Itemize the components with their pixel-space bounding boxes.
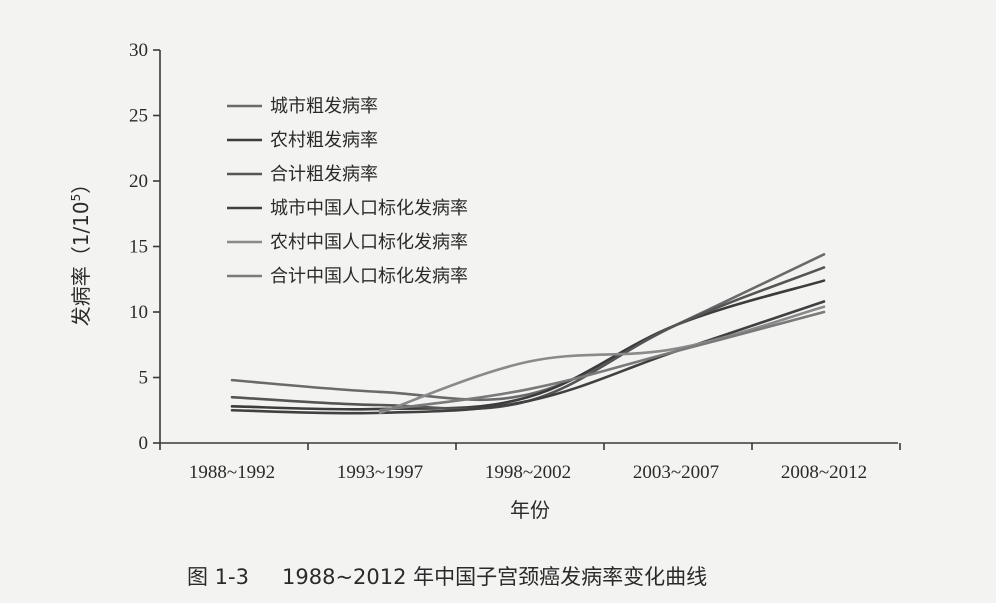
x-tick-label: 2003~2007	[633, 462, 719, 483]
y-axis-unit-end: ）	[69, 174, 93, 194]
figure-caption-text: 1988~2012 年中国子宫颈癌发病率变化曲线	[282, 565, 707, 589]
y-ticks: 0 5 10 15 20 25 30	[129, 40, 160, 454]
series-line-5	[378, 305, 826, 415]
legend-label: 城市粗发病率	[270, 96, 378, 117]
x-axis-title: 年份	[510, 498, 550, 522]
series-lines	[230, 253, 826, 415]
legend-label: 合计粗发病率	[270, 164, 378, 185]
y-tick-label: 30	[129, 40, 148, 61]
y-tick-label: 15	[129, 237, 148, 258]
x-tick-label: 1993~1997	[337, 462, 423, 483]
x-ticks: 1988~1992 1993~1997 1998~2002 2003~2007 2008…	[159, 443, 901, 483]
legend: 城市粗发病率农村粗发病率合计粗发病率城市中国人口标化发病率农村中国人口标化发病率…	[227, 96, 468, 287]
y-tick-label: 20	[129, 171, 148, 192]
y-tick-label: 5	[139, 368, 149, 389]
series-line-1	[230, 253, 826, 402]
y-tick-label: 25	[129, 106, 148, 127]
legend-label: 城市中国人口标化发病率	[270, 198, 468, 219]
x-tick-label: 1998~2002	[485, 462, 571, 483]
legend-label: 农村中国人口标化发病率	[270, 232, 468, 253]
x-tick-label: 2008~2012	[781, 462, 867, 483]
y-tick-label: 10	[129, 302, 148, 323]
y-axis-unit: （1/10	[69, 201, 93, 266]
figure-caption: 图 1-3 1988~2012 年中国子宫颈癌发病率变化曲线	[187, 565, 707, 589]
y-axis-title-text: 发病率	[69, 266, 93, 326]
series-line-4	[230, 300, 826, 415]
y-axis-title: 发病率（1/105）	[69, 174, 93, 327]
legend-label: 农村粗发病率	[270, 130, 378, 151]
x-tick-label: 1988~1992	[189, 462, 275, 483]
figure-number: 图 1-3	[187, 565, 249, 589]
series-line-6	[378, 310, 826, 412]
legend-label: 合计中国人口标化发病率	[270, 266, 468, 287]
y-tick-label: 0	[139, 433, 149, 454]
y-axis-unit-sup: 5	[69, 194, 83, 202]
series-line-2	[230, 279, 826, 411]
axes: 0 5 10 15 20 25 30 1988~1992 1993~1997 1998~2002…	[129, 40, 901, 483]
